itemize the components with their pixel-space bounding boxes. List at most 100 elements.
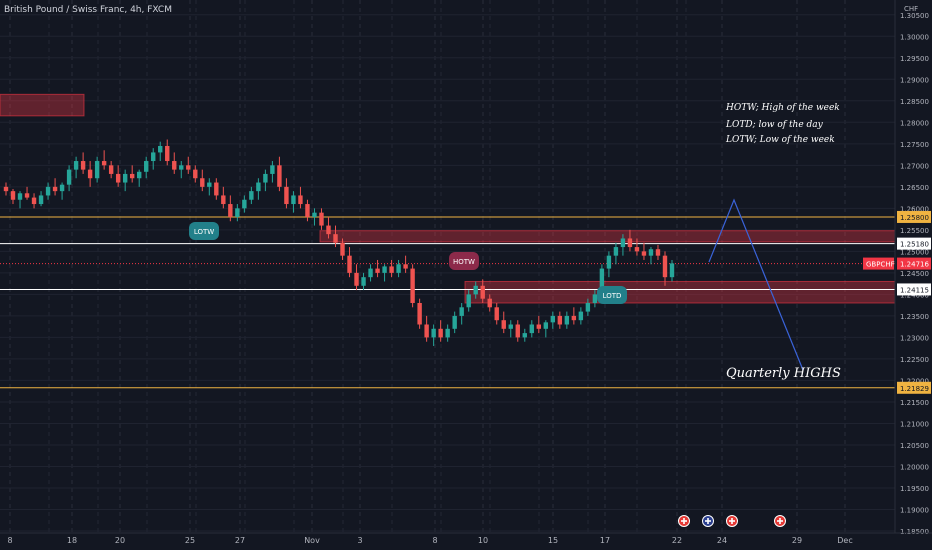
- candle: [375, 259, 380, 278]
- symbol-tag: [863, 257, 894, 270]
- time-axis[interactable]: 8 18 20 25 27 Nov 3 8 10 15 17 22 24 29 Dec: [0, 532, 932, 550]
- candle-body: [277, 165, 282, 187]
- price-level-tag: [897, 283, 931, 296]
- candle: [396, 259, 401, 278]
- candle-body: [291, 195, 296, 205]
- candle-body: [438, 328, 443, 338]
- candle-body: [214, 182, 219, 196]
- candle-body: [45, 186, 51, 196]
- candle-body: [270, 165, 275, 174]
- candle: [389, 259, 394, 278]
- candle: [536, 315, 541, 334]
- price-tick-label: 1.29500: [900, 55, 929, 63]
- price-tick-label: 1.28000: [900, 119, 929, 127]
- price-tick-label: 1.30000: [900, 33, 929, 41]
- flag-ch-icon[interactable]: [678, 515, 690, 527]
- candle-body: [235, 208, 240, 217]
- candle-body: [151, 152, 156, 162]
- price-tick-label: 1.30500: [900, 12, 929, 20]
- candle: [347, 247, 352, 278]
- candle-body: [263, 173, 268, 183]
- candle: [662, 251, 668, 286]
- candle: [291, 191, 296, 213]
- candle: [361, 272, 366, 291]
- candle-body: [452, 315, 457, 329]
- candle-body: [319, 212, 324, 226]
- candle: [305, 199, 310, 222]
- candle-body: [347, 255, 352, 273]
- price-level-tag-label: 1.25800: [900, 214, 929, 222]
- price-tick-label: 1.18500: [900, 528, 929, 536]
- candle: [648, 247, 654, 265]
- candle-body: [571, 315, 577, 321]
- candle-body: [424, 324, 429, 338]
- candle-body: [122, 173, 128, 183]
- candle: [158, 141, 163, 162]
- candle-body: [24, 193, 30, 198]
- candle: [242, 195, 247, 213]
- candle-body: [648, 249, 654, 256]
- candle: [207, 178, 212, 196]
- candle: [263, 169, 268, 192]
- zone-rect: [319, 230, 901, 243]
- price-level-tag: [897, 210, 931, 223]
- candle-body: [641, 251, 647, 256]
- candle-body: [543, 322, 549, 329]
- economic-events[interactable]: [678, 515, 786, 527]
- candlestick-series: [3, 139, 675, 347]
- price-tick-label: 1.26000: [900, 205, 929, 213]
- candle-body: [613, 247, 619, 256]
- candle-body: [66, 169, 72, 185]
- candle: [522, 328, 527, 342]
- candle-body: [473, 285, 478, 295]
- price-tick-label: 1.20500: [900, 442, 929, 450]
- candle-body: [431, 328, 436, 338]
- candle: [592, 290, 598, 308]
- callout-bubble: [449, 252, 479, 270]
- flag-ch-icon[interactable]: [726, 515, 738, 527]
- candle: [606, 251, 612, 278]
- time-tick-label: Nov: [304, 536, 320, 545]
- candle-body: [634, 247, 640, 252]
- candle: [445, 324, 450, 342]
- candle: [543, 320, 549, 338]
- annotation-lotw: LOTW; Low of the week: [726, 135, 835, 145]
- candle-body: [368, 268, 373, 278]
- candle-body: [186, 165, 191, 170]
- candle: [277, 156, 282, 192]
- callout-lotw: LOTW: [189, 222, 219, 240]
- price-tick-label: 1.28500: [900, 98, 929, 106]
- candle-body: [137, 171, 142, 179]
- annotation-hotw: HOTW; High of the week: [726, 103, 840, 113]
- candle-body: [10, 191, 16, 200]
- candle-body: [94, 161, 100, 179]
- callout-label: LOTW: [194, 228, 214, 236]
- projection-polyline: [708, 198, 804, 371]
- zone-rect: [464, 280, 901, 304]
- candle: [410, 264, 415, 308]
- candle: [108, 161, 114, 179]
- candle-body: [333, 234, 338, 243]
- time-tick-label: 10: [478, 536, 488, 545]
- candle-body: [101, 161, 107, 166]
- candle: [129, 165, 135, 183]
- candle: [270, 161, 275, 183]
- flag-ch-icon[interactable]: [774, 515, 786, 527]
- candle-body: [606, 255, 612, 269]
- current-price-tag-label: 1.24716: [900, 261, 929, 269]
- candle-body: [529, 324, 534, 334]
- time-tick-label: 29: [792, 536, 802, 545]
- candle: [249, 186, 254, 205]
- price-axis-currency: CHF: [904, 5, 918, 13]
- candle-body: [494, 307, 499, 321]
- time-tick-label: 3: [357, 536, 362, 545]
- candle: [122, 169, 128, 192]
- zone-rect: [0, 93, 85, 117]
- candle-body: [410, 268, 415, 303]
- price-axis-bg: [895, 0, 932, 550]
- flag-gb-icon[interactable]: [702, 515, 714, 527]
- candle: [627, 229, 633, 252]
- candle-body: [557, 315, 563, 325]
